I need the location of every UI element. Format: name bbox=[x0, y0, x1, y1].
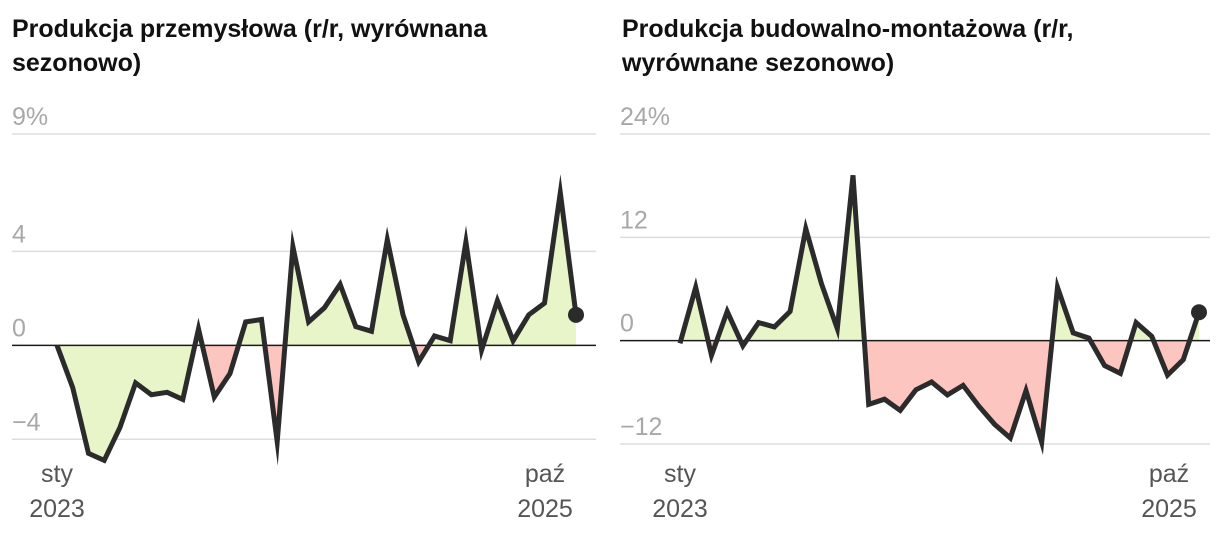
x-label-end-month: paź bbox=[1149, 460, 1189, 488]
x-label-start-year: 2023 bbox=[652, 495, 708, 523]
y-tick-label: 12 bbox=[620, 206, 648, 234]
chart-title-construction-line2: wyrównane sezonowo) bbox=[622, 49, 895, 77]
positive-area bbox=[483, 192, 576, 346]
y-tick-label: −4 bbox=[12, 408, 41, 436]
x-label-end-year: 2025 bbox=[517, 495, 573, 523]
positive-area bbox=[680, 287, 709, 341]
chart-title-industrial-line1: Produkcja przemysłowa (r/r, wyrównana bbox=[12, 15, 488, 43]
chart-title-industrial-line2: sezonowo) bbox=[12, 49, 142, 77]
chart-title-construction: Produkcja budowalno-montażowa (r/r, wyró… bbox=[622, 12, 1182, 80]
end-point-marker bbox=[568, 306, 584, 323]
chart-title-industrial: Produkcja przemysłowa (r/r, wyrównana se… bbox=[12, 12, 572, 80]
chart-title-construction-line1: Produkcja budowalno-montażowa (r/r, bbox=[622, 15, 1074, 43]
chart-panel-industrial: Produkcja przemysłowa (r/r, wyrównana se… bbox=[0, 0, 600, 536]
x-label-end-year: 2025 bbox=[1141, 495, 1197, 523]
negative-area bbox=[1153, 340, 1190, 376]
series-line bbox=[677, 175, 1202, 455]
x-label-start-month: sty bbox=[664, 460, 696, 488]
y-tick-label: −12 bbox=[620, 413, 662, 441]
end-point-marker bbox=[1191, 304, 1207, 321]
y-tick-label: 0 bbox=[620, 310, 634, 338]
series-line bbox=[54, 174, 579, 466]
y-tick-label: 9% bbox=[12, 103, 48, 131]
y-tick-label: 4 bbox=[12, 220, 26, 248]
positive-area bbox=[746, 175, 865, 341]
chart-panel-construction: Produkcja budowalno-montażowa (r/r, wyró… bbox=[610, 0, 1220, 536]
negative-area bbox=[864, 340, 1052, 443]
y-tick-label: 24% bbox=[620, 103, 670, 131]
x-label-start-year: 2023 bbox=[29, 495, 85, 523]
positive-area bbox=[285, 239, 414, 346]
y-tick-label: 0 bbox=[12, 314, 26, 342]
x-label-end-month: paź bbox=[525, 460, 565, 488]
x-label-start-month: sty bbox=[41, 460, 73, 488]
